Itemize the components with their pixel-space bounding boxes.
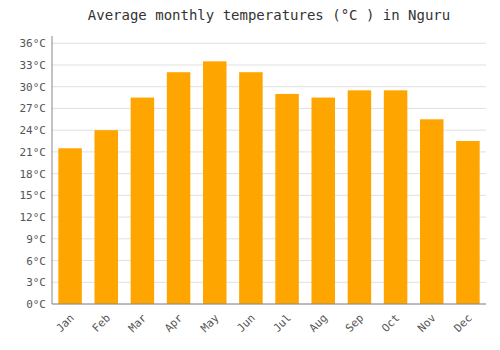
- bar: [384, 90, 408, 304]
- grid: [52, 43, 486, 304]
- y-tick-label: 18°C: [20, 168, 47, 181]
- y-tick-label: 36°C: [20, 37, 47, 50]
- x-tick-label: Feb: [90, 312, 113, 335]
- bars: [58, 61, 479, 304]
- x-tick-label: May: [198, 311, 222, 335]
- x-tick-label: Apr: [162, 311, 186, 335]
- bar: [94, 130, 118, 304]
- x-tick-label: Dec: [451, 312, 474, 335]
- grid-line: [52, 304, 486, 305]
- grid-line: [52, 43, 486, 44]
- bar: [348, 90, 372, 304]
- bar: [58, 148, 82, 304]
- y-tick-label: 21°C: [20, 146, 47, 159]
- bar: [167, 72, 191, 304]
- x-tick-label: Nov: [415, 311, 439, 335]
- y-tick-label: 12°C: [20, 211, 47, 224]
- y-tick-label: 33°C: [20, 59, 47, 72]
- chart: Average monthly temperatures (°C ) in Ng…: [0, 0, 500, 350]
- y-tick-label: 9°C: [26, 233, 46, 246]
- title: Average monthly temperatures (°C ) in Ng…: [88, 7, 450, 23]
- y-tick-label: 0°C: [26, 298, 46, 311]
- grid-line: [52, 108, 486, 109]
- bar: [275, 94, 299, 304]
- y-tick-label: 30°C: [20, 81, 47, 94]
- y-axis-line: [52, 36, 53, 304]
- x-tick-label: Jan: [54, 312, 77, 335]
- x-axis-line: [52, 304, 486, 305]
- bar: [311, 98, 335, 304]
- y-tick-label: 6°C: [26, 255, 46, 268]
- x-tick-label: Mar: [126, 311, 150, 335]
- x-tick-label: Jun: [234, 312, 257, 335]
- y-tick-label: 15°C: [20, 189, 47, 202]
- bar: [203, 61, 227, 304]
- bar: [420, 119, 444, 304]
- x-tick-label: Aug: [307, 312, 330, 335]
- y-tick-label: 24°C: [20, 124, 47, 137]
- bar: [239, 72, 263, 304]
- y-tick-label: 3°C: [26, 276, 46, 289]
- bar: [131, 98, 155, 304]
- x-tick-label: Jul: [271, 312, 294, 335]
- bar: [456, 141, 480, 304]
- y-tick-label: 27°C: [20, 102, 47, 115]
- x-tick-label: Sep: [343, 312, 366, 335]
- grid-line: [52, 86, 486, 87]
- grid-line: [52, 64, 486, 65]
- x-tick-label: Oct: [379, 312, 402, 335]
